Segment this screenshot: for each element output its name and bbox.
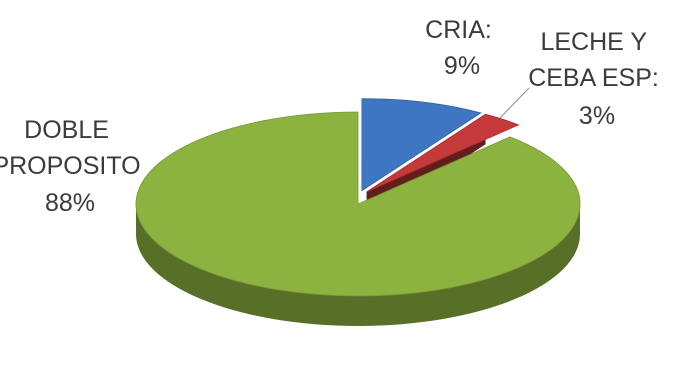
label-cria: CRIA: 9% bbox=[425, 16, 499, 80]
pie-slice-cria bbox=[361, 98, 482, 192]
label-leche-ceba-line-2: CEBA ESP: bbox=[528, 64, 659, 92]
pie-tops bbox=[135, 98, 581, 297]
label-doble-proposito-line-1: DOBLE bbox=[24, 116, 109, 144]
pie-side-doble-proposito bbox=[136, 204, 580, 326]
pie-slice-leche-y-ceba-esp bbox=[366, 113, 520, 193]
label-cria-line-1: CRIA: bbox=[425, 16, 492, 44]
label-doble-proposito-value: 88% bbox=[45, 189, 95, 217]
label-doble-proposito-line-2: PROPOSITO bbox=[0, 152, 141, 180]
label-doble-proposito: DOBLE PROPOSITO 88% bbox=[0, 116, 148, 217]
label-cria-value: 9% bbox=[444, 52, 480, 80]
label-leche-ceba-line-1: LECHE Y bbox=[540, 28, 647, 56]
label-leche-ceba: LECHE Y CEBA ESP: 3% bbox=[528, 28, 666, 130]
pie-slice-doble-proposito bbox=[135, 111, 581, 297]
leader-line-leche-ceba bbox=[499, 87, 530, 119]
label-leche-ceba-value: 3% bbox=[579, 102, 615, 130]
